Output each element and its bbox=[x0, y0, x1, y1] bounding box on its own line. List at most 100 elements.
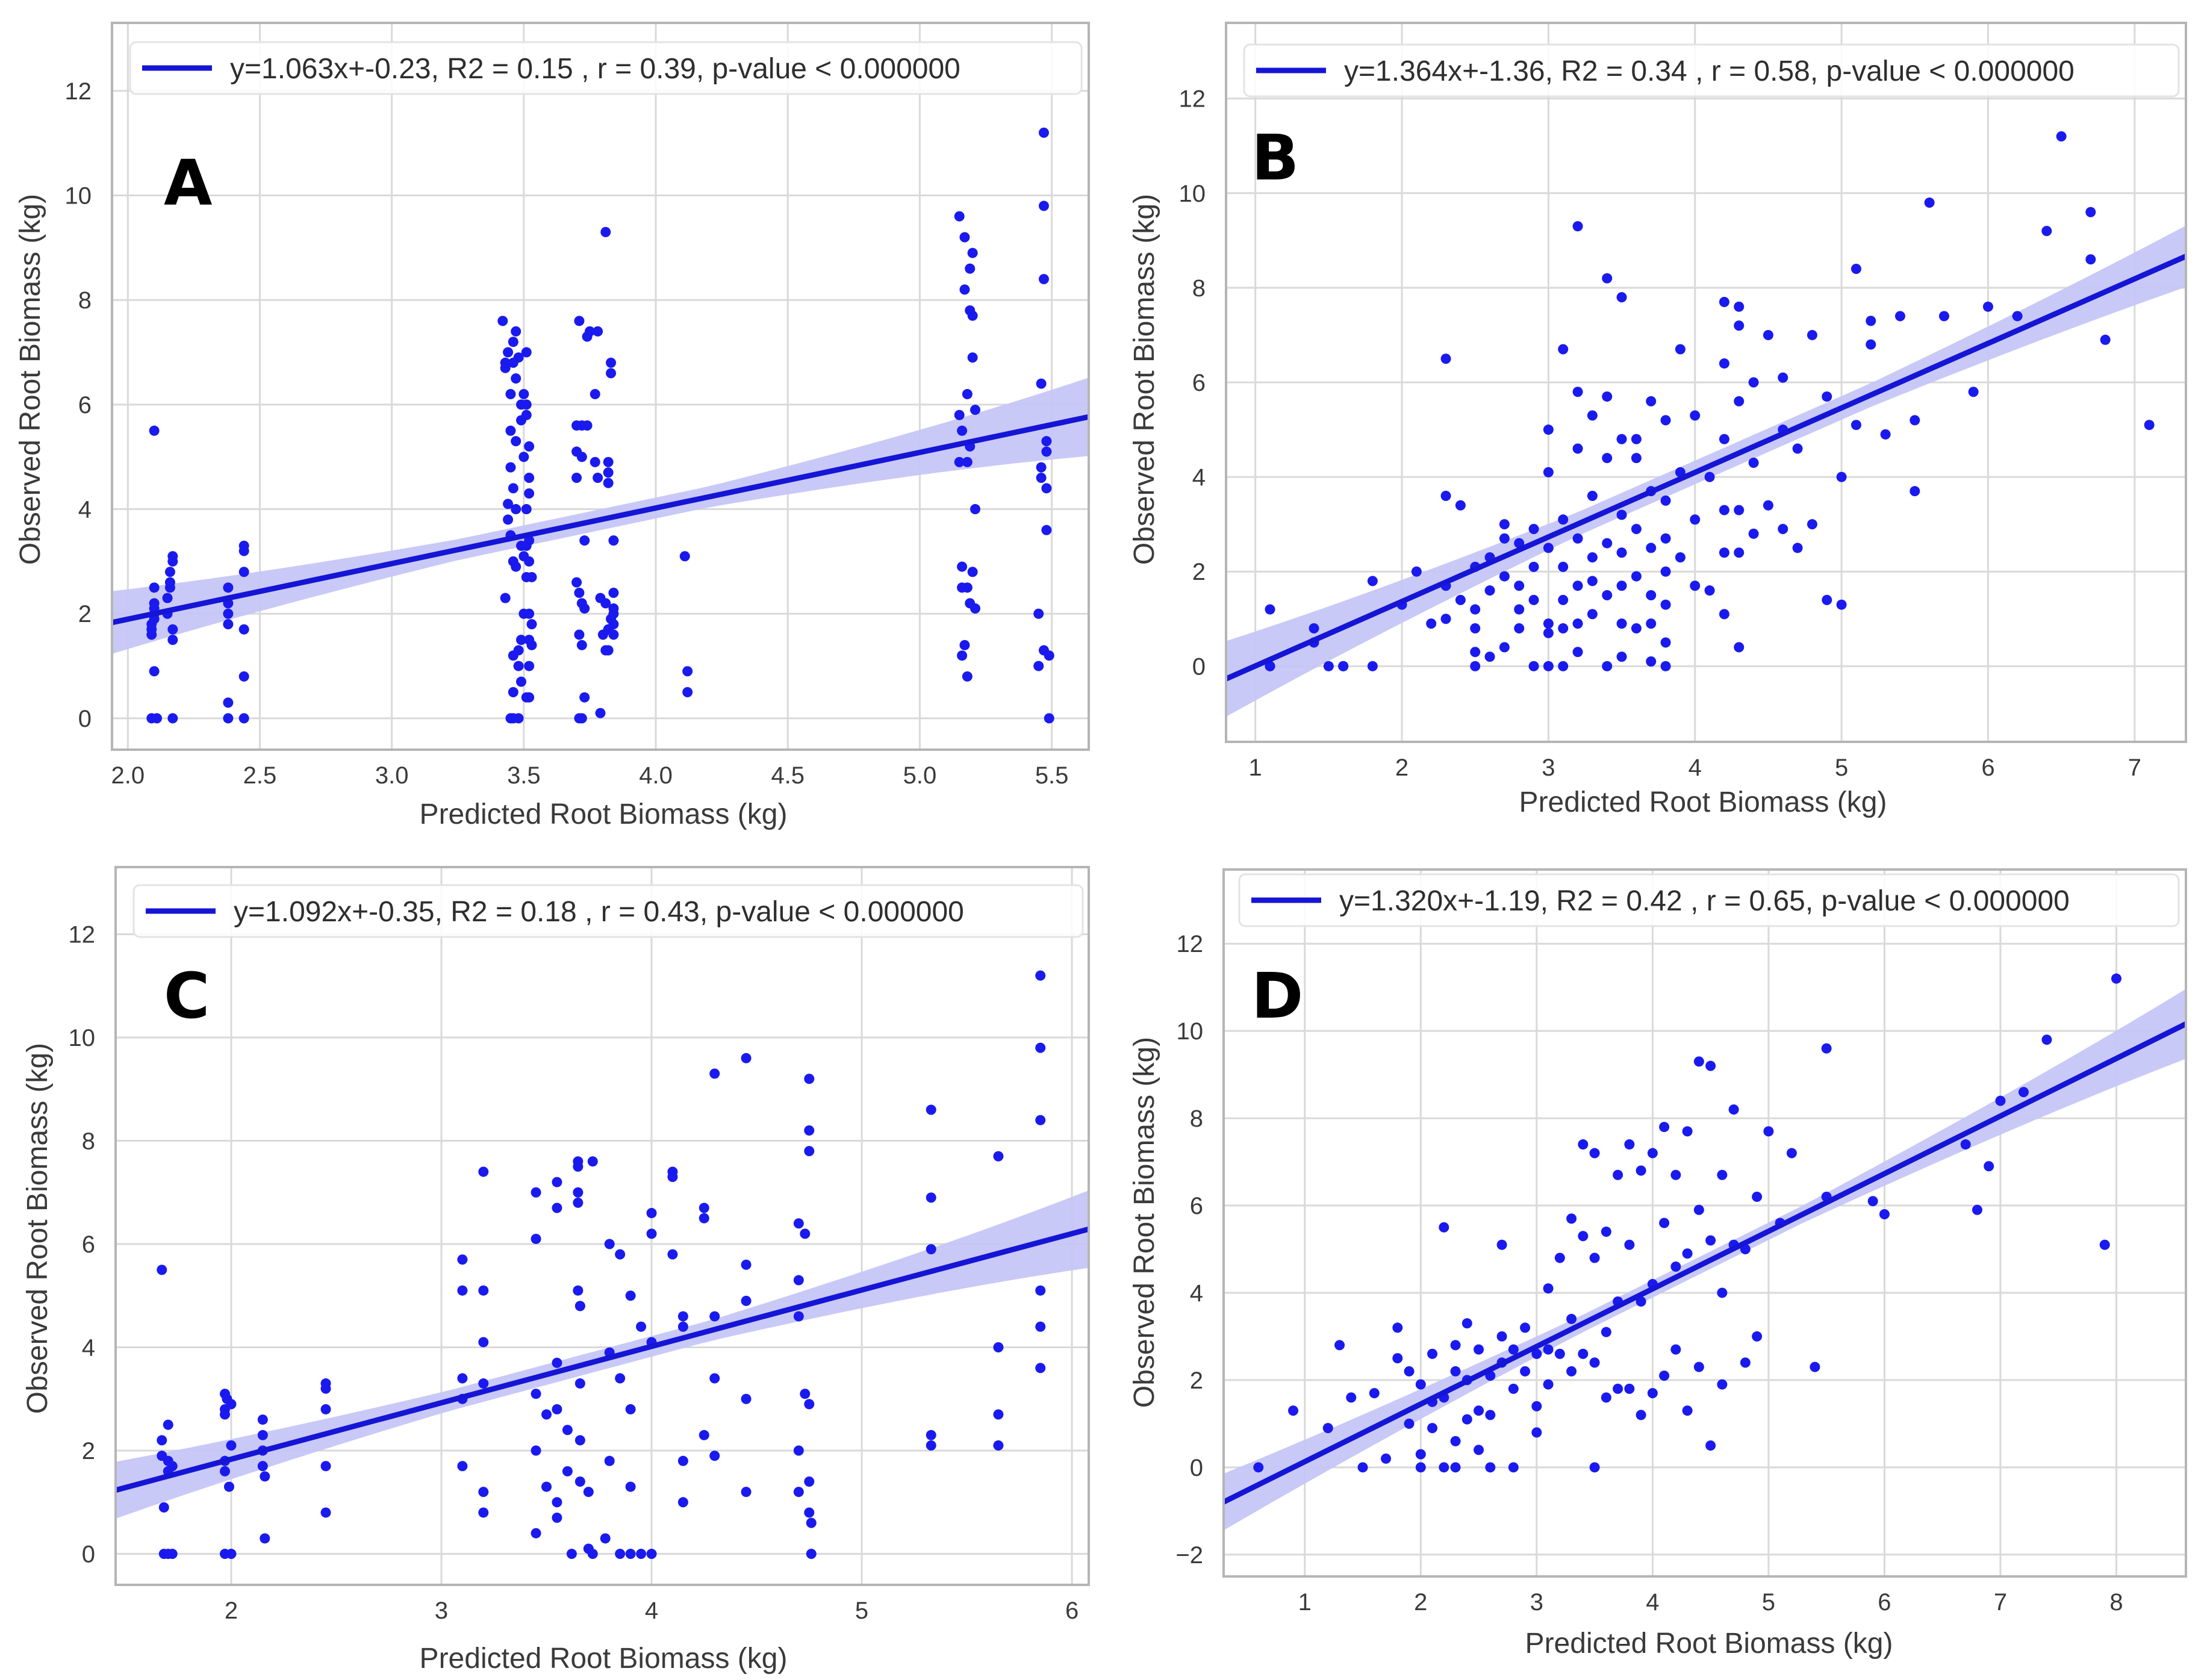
panel-b-data-point bbox=[1602, 661, 1613, 671]
panel-b-data-point bbox=[1836, 471, 1847, 482]
panel-d-data-point bbox=[1589, 1148, 1600, 1159]
panel-c-data-point bbox=[552, 1404, 562, 1414]
panel-d-legend-box bbox=[1238, 873, 2180, 927]
panel-a-letter: A bbox=[164, 146, 213, 220]
panel-b-data-point bbox=[1338, 661, 1349, 671]
panel-b-data-point bbox=[1514, 623, 1525, 633]
panel-a-data-point bbox=[524, 441, 535, 452]
panel-c-data-point bbox=[709, 1068, 720, 1079]
panel-c-data-point bbox=[793, 1445, 804, 1456]
panel-b-data-point bbox=[1455, 594, 1466, 605]
panel-c-data-point bbox=[793, 1218, 804, 1229]
panel-b-data-point bbox=[1938, 311, 1949, 322]
panel-a-data-point bbox=[149, 582, 160, 593]
panel-a-legend-box bbox=[129, 41, 1083, 95]
panel-c-data-point bbox=[531, 1528, 541, 1538]
panel-b-y-tick-label: 6 bbox=[1192, 370, 1206, 396]
panel-d-data-point bbox=[1659, 1218, 1670, 1228]
panel-a-data-point bbox=[524, 661, 535, 671]
panel-c-data-point bbox=[993, 1342, 1004, 1353]
panel-d-data-point bbox=[1531, 1348, 1542, 1359]
panel-c-data-point bbox=[478, 1166, 489, 1177]
panel-d-data-point bbox=[1786, 1148, 1797, 1159]
panel-c-data-point bbox=[562, 1466, 573, 1476]
panel-a-data-point bbox=[1041, 436, 1052, 447]
panel-b-data-point bbox=[1763, 500, 1773, 511]
panel-a-data-point bbox=[521, 399, 532, 410]
panel-a-data-point bbox=[521, 347, 532, 358]
panel-b-y-tick-label: 4 bbox=[1192, 464, 1206, 491]
panel-d-data-point bbox=[1693, 1204, 1704, 1215]
panel-c-data-point bbox=[457, 1373, 468, 1384]
panel-a-data-point bbox=[970, 405, 980, 415]
panel-c-data-point bbox=[604, 1455, 615, 1466]
panel-d-y-tick-label: 8 bbox=[1190, 1106, 1203, 1132]
panel-c-data-point bbox=[587, 1549, 598, 1560]
panel-d-data-point bbox=[1636, 1165, 1646, 1176]
panel-d-data-point bbox=[1392, 1322, 1403, 1333]
panel-b-data-point bbox=[1616, 580, 1627, 591]
panel-b-x-tick-label: 7 bbox=[2128, 754, 2141, 781]
panel-b-data-point bbox=[1572, 618, 1583, 629]
panel-a-x-tick-label: 3.0 bbox=[375, 762, 409, 789]
panel-d-data-point bbox=[2018, 1087, 2029, 1098]
panel-d-data-point bbox=[1543, 1379, 1554, 1390]
panel-c-data-point bbox=[677, 1321, 688, 1332]
panel-c-data-point bbox=[478, 1487, 489, 1498]
panel-d-data-point bbox=[1589, 1357, 1600, 1368]
panel-b-data-point bbox=[1543, 543, 1554, 553]
panel-b-x-axis-title: Predicted Root Biomass (kg) bbox=[1519, 786, 1887, 818]
panel-b-data-point bbox=[2144, 420, 2155, 431]
panel-c-data-point bbox=[226, 1440, 237, 1451]
panel-b-data-point bbox=[1778, 372, 1788, 383]
panel-b-data-point bbox=[1499, 533, 1510, 544]
panel-a-data-point bbox=[524, 608, 535, 619]
panel-d-x-tick-label: 4 bbox=[1646, 1589, 1659, 1616]
panel-a-data-point bbox=[606, 368, 617, 379]
panel-b-data-point bbox=[1514, 580, 1525, 591]
panel-d-data-point bbox=[1461, 1318, 1472, 1329]
panel-d-x-tick-label: 8 bbox=[2109, 1589, 2123, 1616]
panel-b-data-point bbox=[1440, 491, 1451, 502]
panel-b-data-point bbox=[1748, 458, 1759, 468]
panel-b-data-point bbox=[1265, 604, 1275, 615]
panel-a-data-point bbox=[223, 608, 234, 619]
panel-b-data-point bbox=[1631, 453, 1642, 464]
panel-c-data-point bbox=[226, 1399, 237, 1410]
panel-b-data-point bbox=[1850, 263, 1861, 274]
panel-d-data-point bbox=[1578, 1139, 1589, 1150]
panel-b-data-point bbox=[1690, 580, 1701, 591]
panel-b-data-point bbox=[1807, 329, 1817, 340]
panel-b-data-point bbox=[1499, 519, 1510, 530]
panel-b-data-point bbox=[1499, 571, 1510, 582]
panel-a-data-point bbox=[238, 624, 249, 635]
panel-d-data-point bbox=[1566, 1213, 1577, 1224]
panel-c-data-point bbox=[552, 1497, 562, 1508]
panel-a-data-point bbox=[606, 357, 617, 368]
panel-d-data-point bbox=[1752, 1331, 1763, 1342]
panel-d-data-point bbox=[1543, 1283, 1554, 1294]
panel-a-data-point bbox=[959, 639, 970, 650]
panel-c-data-point bbox=[636, 1549, 647, 1560]
panel-b-data-point bbox=[1367, 576, 1378, 586]
panel-d-data-point bbox=[1670, 1169, 1681, 1180]
panel-c-data-point bbox=[260, 1533, 270, 1544]
panel-b-data-point bbox=[1484, 585, 1495, 596]
panel-b-data-point bbox=[1910, 415, 1920, 426]
panel-a-tick-labels: 2.0 2.5 3.0 3.5 4.0 4.5 5.0 5.5 0 2 4 6 8 10 12 bbox=[65, 78, 1069, 789]
panel-a-data-point bbox=[524, 556, 535, 567]
panel-b-data-point bbox=[1587, 410, 1598, 421]
panel-c-data-point bbox=[457, 1254, 468, 1265]
panel-b-data-point bbox=[1646, 590, 1657, 600]
panel-d-data-point bbox=[1763, 1126, 1774, 1137]
panel-b-data-point bbox=[1323, 661, 1334, 671]
panel-d-data-point bbox=[1578, 1231, 1589, 1242]
panel-d-data-point bbox=[1624, 1383, 1635, 1394]
panel-c-data-point bbox=[478, 1507, 489, 1518]
panel-d-regression-line bbox=[1222, 1021, 2188, 1505]
panel-b-data-point bbox=[1587, 576, 1598, 586]
panel-b-data-point bbox=[1309, 623, 1319, 633]
panel-b-letter: B bbox=[1251, 121, 1299, 194]
panel-b-data-point bbox=[1455, 500, 1466, 511]
panel-b-data-point bbox=[1572, 443, 1583, 454]
